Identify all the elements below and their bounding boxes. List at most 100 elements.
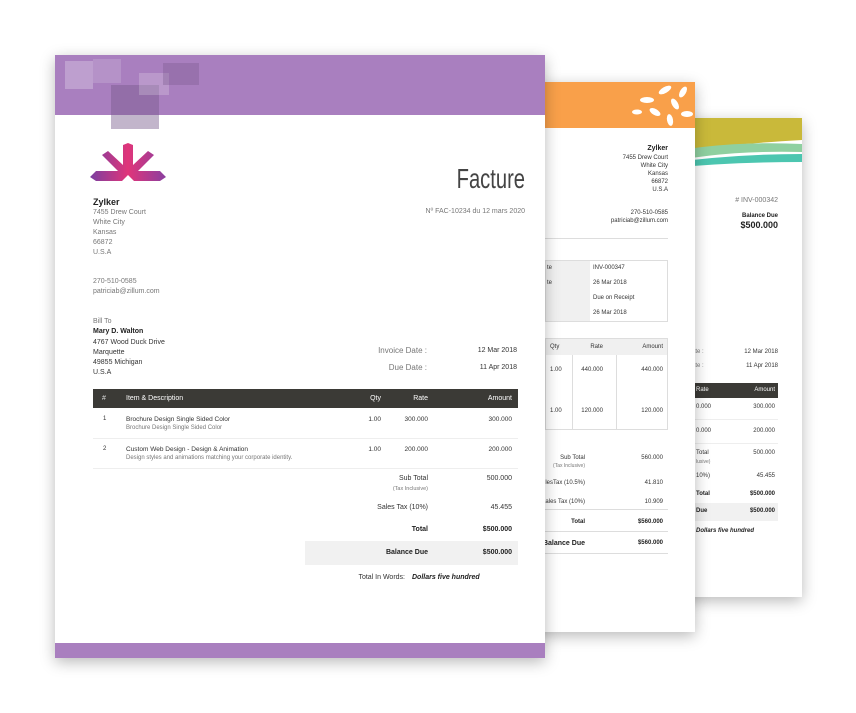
tax-label: Sales Tax (10%)	[377, 504, 428, 511]
row-rate: 120.000	[581, 408, 603, 414]
row-amount: 300.000	[753, 404, 775, 410]
divider	[93, 438, 518, 439]
total-in-words-label: Total In Words:	[358, 574, 405, 581]
col-amount: Amount	[642, 344, 663, 350]
client-address-line: Marquette	[93, 349, 125, 356]
address-line: White City	[93, 219, 125, 226]
due-date-label: Due Date :	[388, 363, 427, 372]
zylker-logo	[90, 143, 166, 181]
invoice-date: 26 Mar 2018	[593, 280, 627, 286]
row-rate: 440.000	[581, 367, 603, 373]
company-name: Zylker	[647, 145, 668, 152]
col-amount: Amount	[754, 387, 775, 393]
divider	[545, 238, 668, 239]
col-rate: Rate	[590, 344, 603, 350]
divider	[690, 443, 778, 444]
tax-label: 10%)	[696, 473, 711, 479]
purple-header	[55, 55, 545, 129]
row-item: Brochure Design Single Sided Color	[126, 416, 231, 423]
address-line: Kansas	[647, 171, 668, 177]
subtotal-note: (Tax Inclusive)	[553, 463, 585, 469]
purple-footer	[55, 643, 545, 658]
tax: 45.455	[756, 473, 775, 479]
invoice-date: 12 Mar 2018	[744, 349, 778, 355]
balance-due-label: Balance Due	[542, 540, 585, 547]
row-description: Brochure Design Single Sided Color	[126, 425, 223, 431]
phone: 270-510-0585	[93, 278, 137, 285]
subtotal-note: (Tax Inclusive)	[392, 486, 428, 492]
divider	[545, 553, 668, 554]
col-qty: Qty	[550, 344, 560, 350]
row-amount: 120.000	[641, 408, 663, 414]
due-date-label: ate :	[692, 363, 704, 369]
tax-label: lesTax (10.5%)	[545, 480, 585, 486]
address-line: 7455 Drew Court	[93, 209, 146, 216]
balance-label: Balance Due	[741, 213, 778, 219]
subtotal-note: lusive)	[696, 459, 711, 465]
row-description: Design styles and animations matching yo…	[126, 455, 293, 461]
due-date: 11 Apr 2018	[746, 363, 778, 369]
document-title: Facture	[456, 163, 525, 194]
row-item: Custom Web Design - Design & Animation	[126, 446, 248, 453]
divider	[690, 419, 778, 420]
info-label: te	[547, 265, 553, 271]
invoice-date-label: Invoice Date :	[378, 346, 427, 355]
col-rate: Rate	[413, 395, 428, 402]
row-amount: 200.000	[753, 428, 775, 434]
row-qty: 1.00	[368, 416, 381, 423]
row-rate: 300.000	[404, 416, 429, 423]
row-rate: 200.000	[404, 446, 429, 453]
row-rate: 0.000	[696, 404, 712, 410]
balance-due: $560.000	[637, 540, 663, 546]
email: patriciab@zillum.com	[93, 288, 160, 295]
table-header	[93, 389, 518, 408]
address-line: White City	[640, 163, 668, 169]
row-rate: 0.000	[696, 428, 712, 434]
phone: 270-510-0585	[630, 210, 668, 216]
col-rate: Rate	[696, 387, 709, 393]
balance-due-label: Balance Due	[385, 549, 428, 556]
invoice-number: Nº FAC-10234 du 12 mars 2020	[425, 208, 525, 215]
address-line: Kansas	[93, 229, 117, 236]
col-amount: Amount	[487, 395, 512, 402]
balance-band	[690, 503, 778, 521]
address-line: U.S.A	[93, 249, 112, 256]
total-label: Total	[696, 491, 710, 497]
row-num: 1	[103, 416, 107, 422]
due-date: 11 Apr 2018	[479, 364, 517, 371]
total: $500.000	[749, 491, 775, 497]
col-num: #	[102, 395, 106, 402]
row-qty: 1.00	[550, 367, 562, 373]
invoice-number: # INV-000342	[735, 197, 778, 204]
row-qty: 1.00	[550, 408, 562, 414]
client-address-line: 49855 Michigan	[93, 359, 143, 366]
balance-amount: $500.000	[740, 220, 778, 230]
row-qty: 1.00	[368, 446, 381, 453]
client-address-line: 4767 Wood Duck Drive	[93, 339, 165, 346]
total-label: Total	[571, 519, 585, 525]
balance-due-label: Due	[696, 508, 708, 514]
row-num: 2	[103, 446, 107, 452]
due-date: 26 Mar 2018	[593, 310, 627, 316]
row-amount: 440.000	[641, 367, 663, 373]
client-name: Mary D. Walton	[93, 328, 144, 335]
divider	[93, 468, 518, 469]
subtotal-label: Sub Total	[560, 455, 585, 461]
row-amount: 200.000	[488, 446, 513, 453]
divider	[545, 509, 668, 510]
info-label: te	[547, 280, 553, 286]
address-line: 66872	[93, 239, 113, 246]
subtotal: 500.000	[753, 450, 775, 456]
terms: Due on Receipt	[593, 295, 635, 301]
total-in-words: Dollars five hundred	[412, 574, 480, 581]
email: patriciab@zillum.com	[610, 218, 668, 224]
balance-due: $500.000	[749, 508, 775, 514]
flower-icon	[632, 85, 693, 126]
invoice-number: INV-000347	[593, 265, 625, 271]
total: $500.000	[482, 526, 512, 533]
balance-band	[305, 541, 518, 565]
balance-due: $500.000	[482, 549, 512, 556]
client-address-line: U.S.A	[93, 369, 112, 376]
invoice-template-purple[interactable]: Zylker 7455 Drew Court White City Kansas…	[55, 55, 545, 658]
tax: 10.909	[644, 499, 663, 505]
